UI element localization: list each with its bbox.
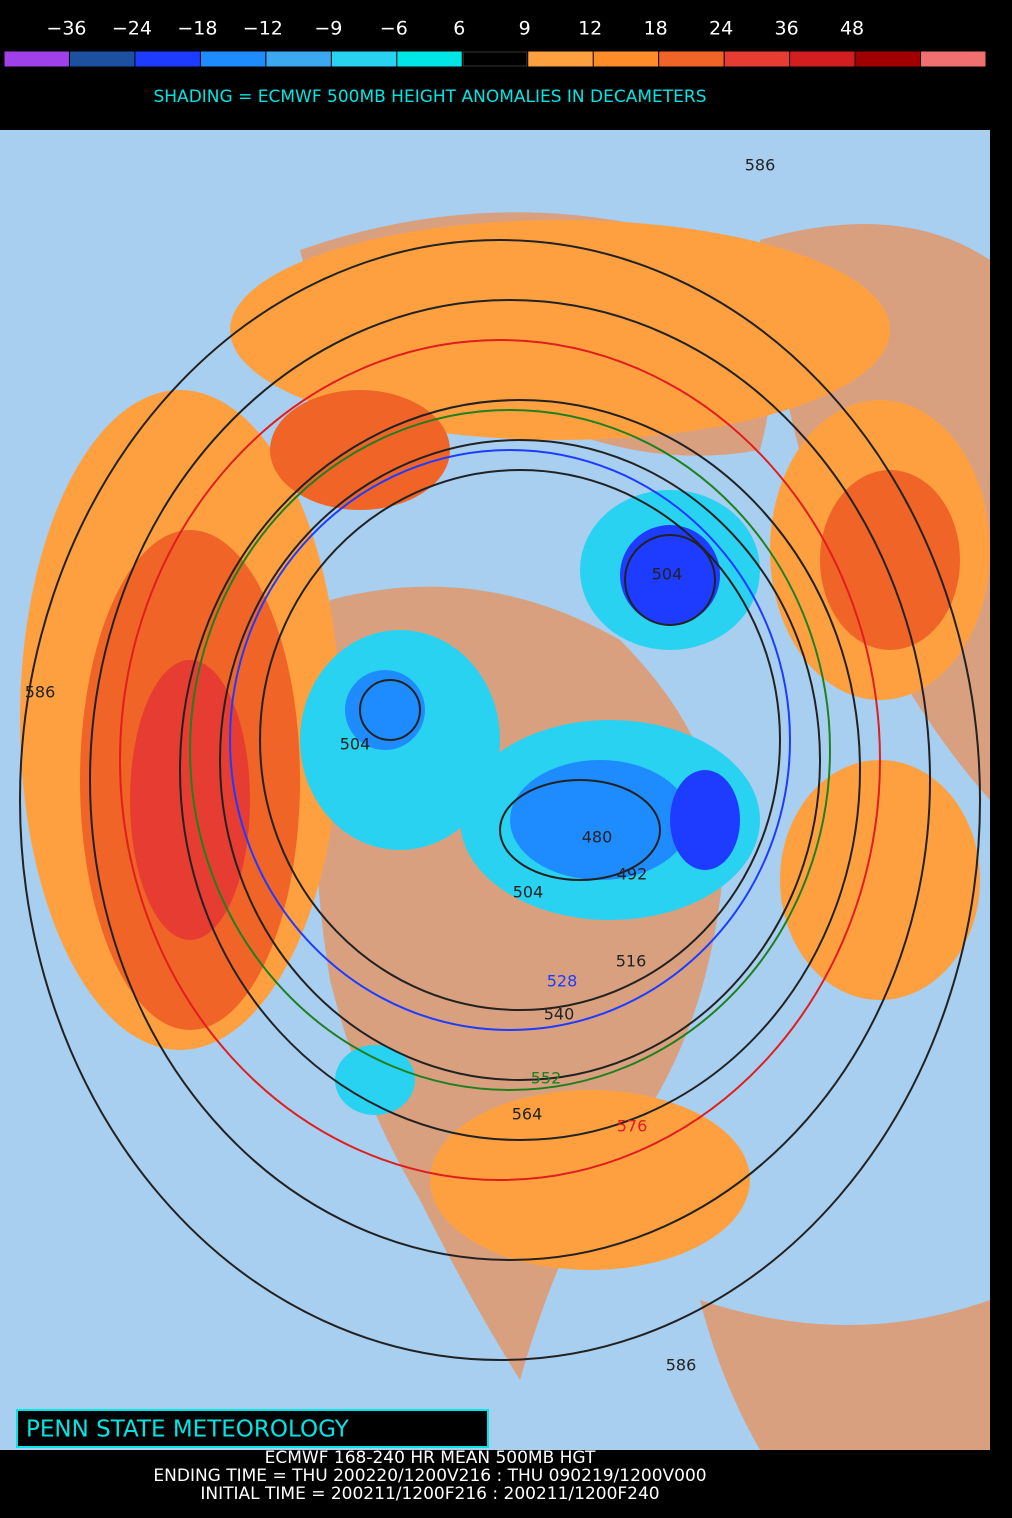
- anomaly: [820, 470, 960, 650]
- contour-label: 504: [340, 735, 371, 754]
- contour-label: 528: [547, 972, 578, 991]
- contours: [19, 239, 981, 1361]
- legend-swatch: [331, 51, 397, 67]
- legend-label: 9: [519, 18, 531, 40]
- contour-label: 564: [512, 1105, 543, 1124]
- legend-swatch: [4, 51, 69, 67]
- anomaly: [620, 525, 720, 625]
- right-strip: [990, 130, 1012, 1518]
- legend-swatch: [593, 51, 659, 67]
- footer-line: ENDING TIME = THU 200220/1200V216 : THU …: [153, 1466, 706, 1486]
- land: [700, 1300, 990, 1450]
- anomaly: [130, 660, 250, 940]
- legend-label: 24: [709, 18, 733, 40]
- legend-swatch: [266, 51, 331, 67]
- contour-label: 492: [617, 865, 648, 884]
- subtitle: SHADING = ECMWF 500MB HEIGHT ANOMALIES I…: [153, 87, 706, 107]
- legend-swatch: [528, 51, 593, 67]
- legend-swatch: [69, 51, 135, 67]
- contour-label: 576: [617, 1117, 648, 1136]
- legend-swatch: [200, 51, 266, 67]
- legend-swatch: [659, 51, 724, 67]
- anomaly: [670, 770, 740, 870]
- contour-label: 552: [531, 1069, 562, 1088]
- legend-label: 48: [840, 18, 864, 40]
- legend-swatch: [724, 51, 790, 67]
- legend-label: 12: [578, 18, 602, 40]
- contour-label: 480: [582, 828, 613, 847]
- legend-label: −12: [243, 18, 283, 40]
- legend-label: −6: [380, 18, 408, 40]
- contour-528: [229, 449, 791, 1031]
- map-area: [0, 130, 990, 1450]
- contour-label: 586: [25, 683, 56, 702]
- anomaly: [510, 760, 690, 880]
- contour-label: 516: [616, 952, 647, 971]
- legend-label: −24: [112, 18, 152, 40]
- anomaly: [230, 220, 890, 440]
- contour-label: 504: [652, 565, 683, 584]
- contour-576: [119, 339, 881, 1181]
- contour-label: 586: [666, 1356, 697, 1375]
- footer-line: INITIAL TIME = 200211/1200F216 : 200211/…: [200, 1484, 659, 1504]
- footer-line: ECMWF 168-240 HR MEAN 500MB HGT: [265, 1448, 596, 1468]
- legend-swatch: [921, 51, 986, 67]
- credit: PENN STATE METEOROLOGY: [26, 1417, 350, 1443]
- legend-swatch: [135, 51, 200, 67]
- legend-label: 6: [453, 18, 465, 40]
- legend-label: 18: [644, 18, 668, 40]
- legend-swatch: [397, 51, 462, 67]
- contour-label: 540: [544, 1005, 575, 1024]
- legend-label: 36: [775, 18, 799, 40]
- legend-swatch: [790, 51, 855, 67]
- contour-label: 586: [745, 156, 776, 175]
- anomaly: [780, 760, 980, 1000]
- legend-swatch: [462, 51, 528, 67]
- anomaly: [345, 670, 425, 750]
- legend-swatch: [855, 51, 921, 67]
- credit-box: [16, 1409, 489, 1448]
- legend-label: −18: [177, 18, 217, 40]
- contour-552: [189, 409, 831, 1091]
- anomaly: [335, 1045, 415, 1115]
- legend-label: −9: [314, 18, 342, 40]
- legend-label: −36: [46, 18, 86, 40]
- contour-label: 504: [513, 883, 544, 902]
